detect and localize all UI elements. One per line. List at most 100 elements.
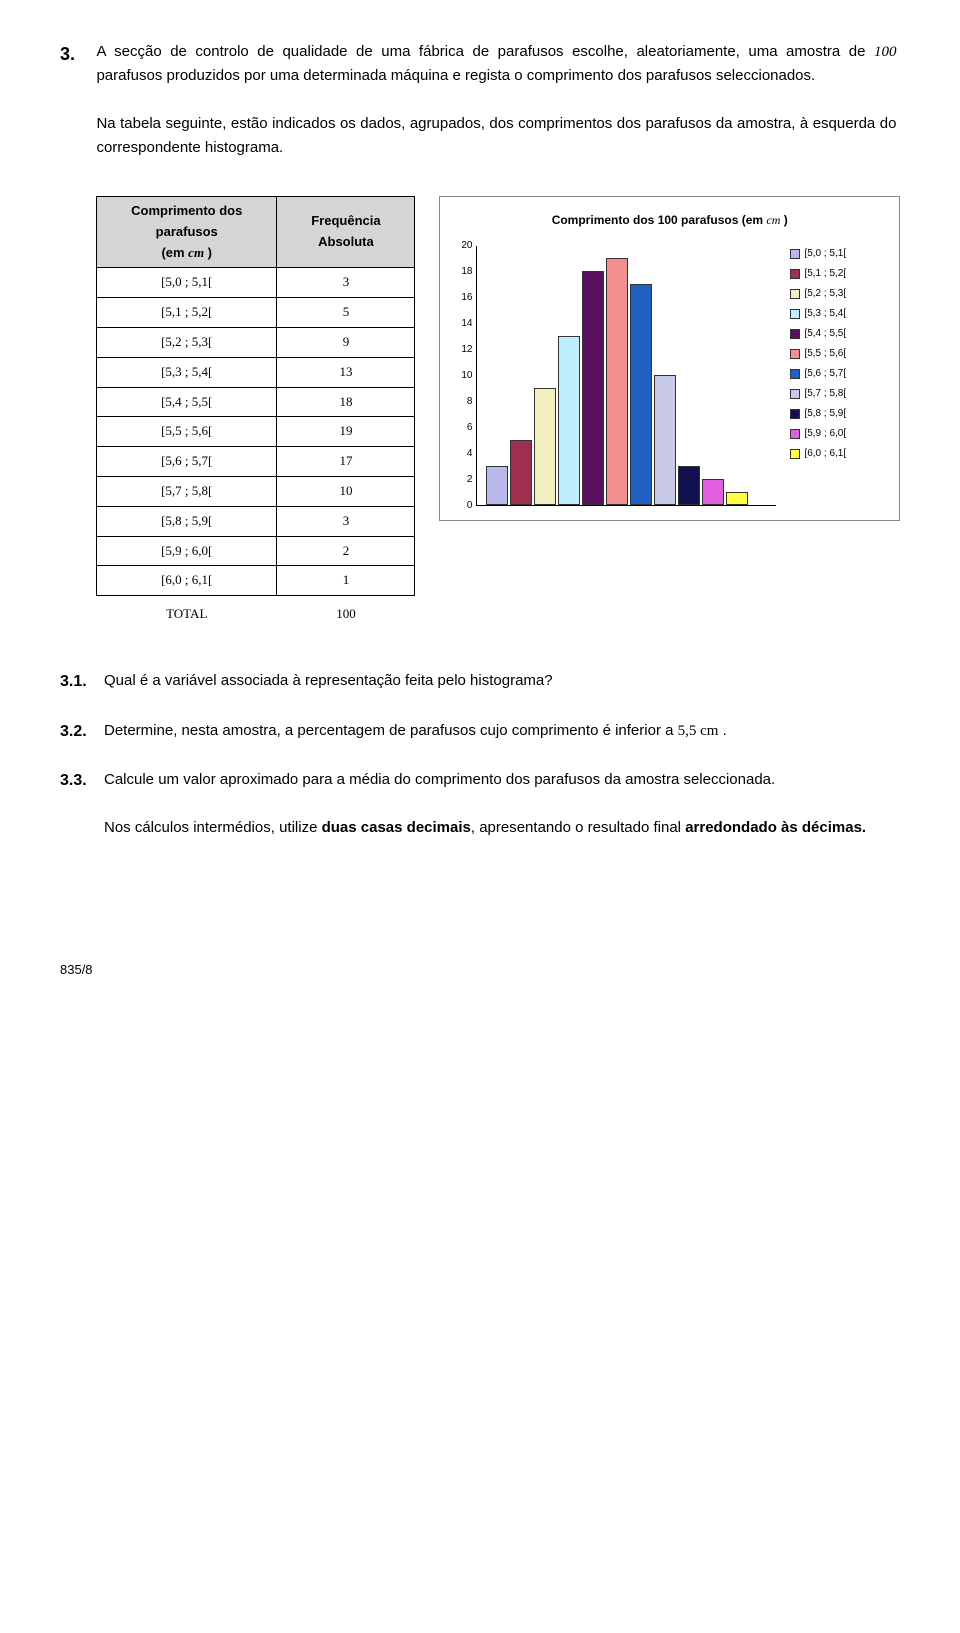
table-row: [5,7 ; 5,8[10 [97,476,415,506]
legend-label: [5,9 ; 6,0[ [804,426,846,442]
y-tick: 18 [461,264,472,280]
legend-label: [5,2 ; 5,3[ [804,286,846,302]
sub-question-3-3: 3.3. Calcule um valor aproximado para a … [60,768,900,840]
cell-freq: 2 [277,536,415,566]
legend-label: [5,1 ; 5,2[ [804,266,846,282]
cell-freq: 17 [277,447,415,477]
cell-freq: 13 [277,357,415,387]
legend-swatch [790,309,800,319]
legend-item: [5,6 ; 5,7[ [790,366,846,382]
cell-range: [5,8 ; 5,9[ [97,506,277,536]
histogram-bar [486,466,508,505]
cell-range: [5,4 ; 5,5[ [97,387,277,417]
sq-body-31: Qual é a variável associada à representa… [104,669,900,693]
y-tick: 2 [467,472,473,488]
histogram-bar [606,258,628,505]
cell-freq: 5 [277,298,415,328]
histogram-bar [582,271,604,505]
frequency-table: Comprimento dos parafusos (em cm ) Frequ… [96,196,415,629]
histogram-bar [654,375,676,505]
y-tick: 0 [467,498,473,514]
table-row: [5,6 ; 5,7[17 [97,447,415,477]
y-tick: 6 [467,420,473,436]
legend-swatch [790,409,800,419]
legend-swatch [790,449,800,459]
histogram-bar [534,388,556,505]
chart-title-b: ) [780,213,787,227]
sq-body-32: Determine, nesta amostra, a percentagem … [104,719,900,743]
y-tick: 10 [461,368,472,384]
cell-range: [5,6 ; 5,7[ [97,447,277,477]
legend-swatch [790,249,800,259]
sq32-b: . [718,722,726,739]
sq-body-33: Calcule um valor aproximado para a média… [104,768,900,840]
q3-p1-a: A secção de controlo de qualidade de uma… [96,43,874,60]
table-row: [5,9 ; 6,0[2 [97,536,415,566]
table-row: [5,4 ; 5,5[18 [97,387,415,417]
sq32-val: 5,5 cm [678,723,719,739]
th-range-c: ) [204,245,212,260]
q3-p1-b: parafusos produzidos por uma determinada… [96,67,815,84]
cell-freq: 9 [277,327,415,357]
legend-swatch [790,349,800,359]
y-tick: 20 [461,238,472,254]
cell-range: [5,1 ; 5,2[ [97,298,277,328]
cell-range: [5,5 ; 5,6[ [97,417,277,447]
legend-swatch [790,289,800,299]
legend-item: [6,0 ; 6,1[ [790,446,846,462]
sq-num-33: 3.3. [60,768,104,794]
histogram-bar [678,466,700,505]
chart-title-unit: cm [766,213,780,227]
histogram-bar [726,492,748,505]
question-number: 3. [60,40,92,69]
cell-freq: 3 [277,268,415,298]
legend-label: [5,5 ; 5,6[ [804,346,846,362]
sq33-p2d: arredondado às décimas. [685,819,866,836]
legend-item: [5,0 ; 5,1[ [790,246,846,262]
legend-swatch [790,329,800,339]
legend-item: [5,3 ; 5,4[ [790,306,846,322]
histogram-bar [510,440,532,505]
total-value: 100 [277,596,415,629]
legend-swatch [790,429,800,439]
legend-label: [5,6 ; 5,7[ [804,366,846,382]
sq33-p2c: , apresentando o resultado final [471,819,685,836]
legend-label: [5,8 ; 5,9[ [804,406,846,422]
chart-inner: 02468101214161820 [5,0 ; 5,1[[5,1 ; 5,2[… [450,246,889,506]
cell-range: [5,3 ; 5,4[ [97,357,277,387]
legend-item: [5,1 ; 5,2[ [790,266,846,282]
cell-range: [5,0 ; 5,1[ [97,268,277,298]
legend-swatch [790,389,800,399]
table-row: [5,1 ; 5,2[5 [97,298,415,328]
legend-label: [5,7 ; 5,8[ [804,386,846,402]
chart-title-a: Comprimento dos 100 parafusos (em [552,213,767,227]
total-label: TOTAL [97,596,277,629]
question-3: 3. A secção de controlo de qualidade de … [60,40,900,160]
cell-freq: 1 [277,566,415,596]
legend-item: [5,2 ; 5,3[ [790,286,846,302]
th-range-b: (em [161,245,188,260]
cell-freq: 18 [277,387,415,417]
cell-range: [5,7 ; 5,8[ [97,476,277,506]
legend-item: [5,9 ; 6,0[ [790,426,846,442]
cell-freq: 3 [277,506,415,536]
histogram-bar [702,479,724,505]
sq-num-31: 3.1. [60,669,104,695]
cell-range: [5,2 ; 5,3[ [97,327,277,357]
chart-legend: [5,0 ; 5,1[ [5,1 ; 5,2[ [5,2 ; 5,3[ [5,3 ; … [790,246,846,466]
histogram-bar [558,336,580,505]
th-range-unit: cm [188,245,204,260]
sq33-p2a: Nos cálculos intermédios, utilize [104,819,322,836]
sub-question-3-2: 3.2. Determine, nesta amostra, a percent… [60,719,900,745]
sq32-a: Determine, nesta amostra, a percentagem … [104,722,678,739]
table-row: [5,0 ; 5,1[3 [97,268,415,298]
legend-label: [5,3 ; 5,4[ [804,306,846,322]
question-body: A secção de controlo de qualidade de uma… [96,40,896,160]
table-row: [5,2 ; 5,3[9 [97,327,415,357]
cell-freq: 10 [277,476,415,506]
figure-row: Comprimento dos parafusos (em cm ) Frequ… [96,196,900,629]
legend-swatch [790,369,800,379]
histogram-chart: Comprimento dos 100 parafusos (em cm ) 0… [439,196,900,521]
th-range: Comprimento dos parafusos (em cm ) [97,197,277,268]
cell-freq: 19 [277,417,415,447]
